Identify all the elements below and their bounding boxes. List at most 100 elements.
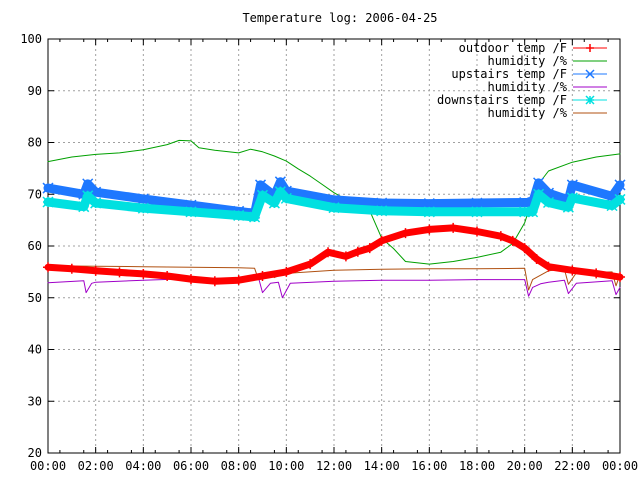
data-point [591,268,602,279]
x-axis: 00:00 02:00 04:00 06:00 08:00 10:00 12:00 14:00… [30,39,638,473]
data-point [90,197,102,209]
data-point [606,200,618,212]
series-line [43,177,625,218]
data-point [507,235,518,246]
y-tick-label: 70 [28,187,42,201]
data-point [542,196,555,209]
data-point [519,206,531,218]
chart-title: Temperature log: 2006-04-25 [242,11,437,25]
data-point [162,271,173,282]
series-line [47,265,621,291]
data-point [495,231,506,242]
data-point [186,274,196,285]
data-point [352,246,363,257]
data-point [364,243,375,254]
data-point [256,189,269,201]
y-tick-label: 100 [20,32,42,46]
x-tick-label: 00:00 [602,459,638,473]
x-tick-label: 06:00 [173,459,209,473]
x-tick-label: 12:00 [316,459,352,473]
x-tick-label: 02:00 [78,459,114,473]
data-point [66,263,77,274]
legend-marker [586,44,594,52]
y-tick-label: 80 [28,136,42,150]
legend-label: outdoor temp /F [459,41,567,55]
data-point [249,211,261,223]
y-tick-label: 50 [28,291,42,305]
data-point [448,222,459,233]
series-4 [42,186,626,223]
series-line [47,277,621,299]
legend-label: humidity /% [488,54,568,68]
legend-label: humidity /% [488,80,568,94]
data-point [233,275,244,286]
x-tick-label: 10:00 [268,459,304,473]
x-tick-label: 08:00 [221,459,257,473]
legend-label: downstairs temp /F [437,93,567,107]
data-point [543,261,554,272]
data-point [567,265,578,276]
data-point [254,179,267,191]
data-point [90,265,101,276]
data-point [281,266,292,277]
data-point [305,259,316,270]
data-point [82,190,94,202]
data-point [471,206,483,218]
y-tick-label: 60 [28,239,42,253]
data-point [531,253,542,264]
data-point [209,276,220,287]
data-point [614,193,626,205]
series-3 [47,277,621,299]
x-tick-label: 20:00 [507,459,543,473]
data-point [527,206,539,218]
data-point [519,196,531,209]
data-point [566,192,578,204]
data-point [400,228,411,239]
data-point [78,201,90,213]
series-0 [43,222,625,287]
data-point [562,201,574,213]
data-point [280,192,292,204]
x-tick-label: 22:00 [554,459,590,473]
series-layer [42,139,626,299]
x-tick-label: 18:00 [459,459,495,473]
data-point [257,271,268,282]
legend-label: humidity /% [488,106,568,120]
data-point [424,224,435,235]
data-point [137,202,149,214]
data-point [268,197,280,209]
data-point [472,226,482,237]
legend-marker [585,95,595,105]
data-point [423,198,435,210]
legend-marker [585,69,595,79]
x-tick-label: 04:00 [125,459,161,473]
data-point [519,243,530,254]
y-tick-label: 30 [28,394,42,408]
data-point [185,206,197,218]
data-point [274,186,286,198]
x-tick-label: 14:00 [364,459,400,473]
data-point [274,176,286,188]
data-point [138,268,149,279]
data-point [615,272,625,283]
series-5 [47,265,621,291]
y-tick-label: 40 [28,343,42,357]
data-point [533,177,545,189]
data-point [471,197,483,209]
data-point [233,209,245,221]
data-point [323,247,334,258]
data-point [43,262,53,273]
x-tick-label: 16:00 [411,459,447,473]
data-point [423,206,435,218]
y-axis: 100 90 80 70 60 50 40 30 20 [20,32,620,460]
x-tick-label: 00:00 [30,459,66,473]
data-point [340,251,351,262]
series-line [43,187,625,222]
data-point [137,193,149,205]
data-point [328,202,340,214]
data-point [114,267,125,278]
y-tick-label: 20 [28,446,42,460]
data-point [566,179,578,191]
